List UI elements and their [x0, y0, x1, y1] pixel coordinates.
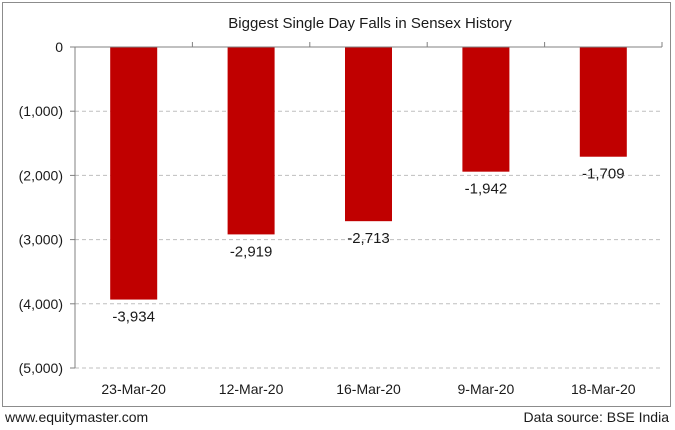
y-tick-label: (3,000)	[19, 232, 63, 248]
website-credit: www.equitymaster.com	[5, 409, 149, 425]
x-tick-label: 18-Mar-20	[571, 381, 636, 397]
axes	[70, 42, 663, 369]
bar-chart: Biggest Single Day Falls in Sensex Histo…	[19, 15, 663, 397]
x-tick-label: 23-Mar-20	[101, 381, 166, 397]
x-tick-label: 16-Mar-20	[336, 381, 401, 397]
y-tick-label: (4,000)	[19, 296, 63, 312]
data-label: -2,713	[347, 230, 390, 247]
x-tick-label: 9-Mar-20	[458, 381, 515, 397]
data-label: -3,934	[112, 309, 155, 326]
data-label: -2,919	[230, 243, 273, 260]
bar	[227, 47, 275, 235]
chart-title: Biggest Single Day Falls in Sensex Histo…	[228, 15, 512, 32]
bar	[345, 47, 392, 222]
x-tick-label: 12-Mar-20	[219, 381, 284, 397]
y-tick-label: (5,000)	[19, 360, 63, 376]
data-source-note: Data source: BSE India	[523, 409, 669, 425]
labels: 0 (1,000) (2,000) (3,000) (4,000) (5,000) -3,9…	[19, 39, 636, 397]
y-tick-label: 0	[55, 39, 63, 55]
bar	[462, 47, 510, 172]
data-label: -1,709	[582, 166, 625, 183]
y-tick-label: (2,000)	[19, 167, 63, 183]
bar	[579, 47, 627, 157]
bar	[110, 47, 158, 300]
bars	[110, 47, 627, 300]
y-tick-label: (1,000)	[19, 103, 63, 119]
data-label: -1,942	[465, 181, 508, 198]
